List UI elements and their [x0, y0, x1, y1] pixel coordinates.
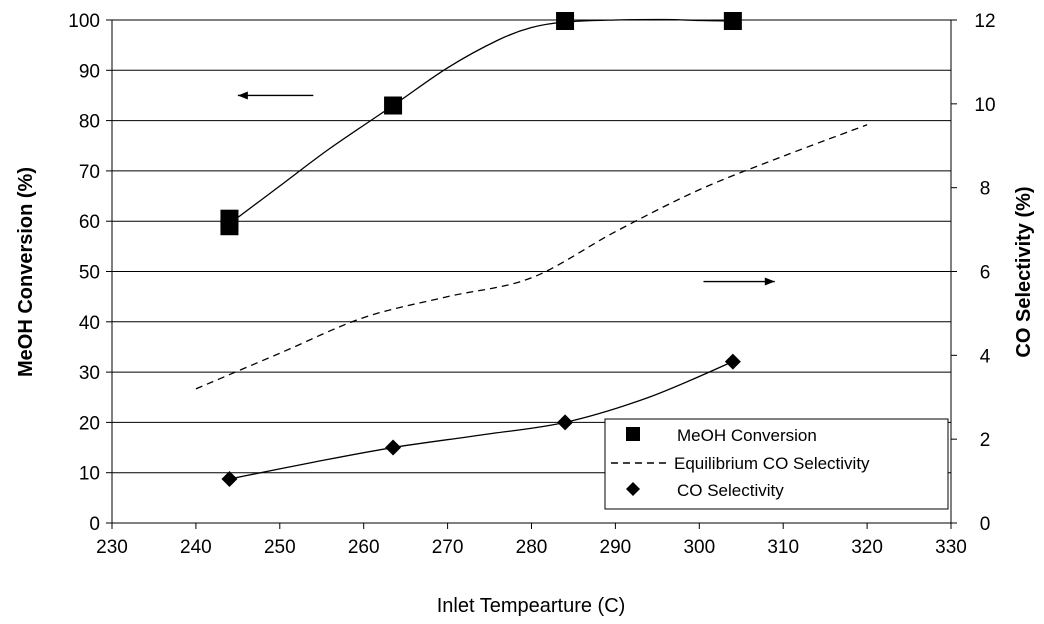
- y-left-tick-label-20: 20: [79, 413, 100, 434]
- y-right-tick-label-8: 8: [980, 179, 991, 200]
- y-right-tick-label-2: 2: [980, 430, 991, 451]
- x-tick-label-230: 230: [96, 537, 128, 558]
- x-tick-label-240: 240: [180, 537, 212, 558]
- x-axis-title: Inlet Tempearture (C): [437, 595, 626, 617]
- axes-layer: [106, 19, 957, 529]
- y-axis-right-title: CO Selectivity (%): [1013, 186, 1035, 357]
- series-line-co-selectivity: [229, 361, 734, 480]
- x-tick-label-260: 260: [348, 537, 380, 558]
- legend-box: [604, 418, 949, 510]
- y-right-tick-label-6: 6: [980, 263, 991, 284]
- point-co-selectivity-0: [221, 470, 238, 487]
- y-right-tick-label-4: 4: [980, 346, 991, 367]
- series-line-equilibrium-co-selectivity: [195, 124, 868, 390]
- point-co-selectivity-2: [557, 414, 574, 431]
- right-arrow-head: [764, 277, 775, 286]
- y-left-tick-label-0: 0: [89, 514, 100, 535]
- labels-layer: 0 10 20 30 40 50 60 70 80 90 100 0 2 4 6 8 10 12 230 240 250…: [68, 11, 995, 558]
- legend-label-meoh-conversion: MeOH Conversion: [677, 426, 817, 445]
- legend: MeOH Conversion Equilibrium CO Selectivi…: [604, 418, 949, 510]
- x-tick-label-270: 270: [432, 537, 464, 558]
- x-tick-label-290: 290: [600, 537, 632, 558]
- x-tick-label-280: 280: [516, 537, 548, 558]
- x-tick-label-330: 330: [935, 537, 967, 558]
- point-meoh-conversion-1: [220, 209, 239, 228]
- grid-layer: [112, 19, 951, 524]
- x-tick-label-250: 250: [264, 537, 296, 558]
- point-meoh-conversion-4: [723, 12, 742, 31]
- y-left-tick-label-50: 50: [79, 263, 100, 284]
- y-axis-left-title: MeOH Conversion (%): [15, 167, 37, 377]
- y-left-tick-label-100: 100: [68, 11, 100, 32]
- y-left-tick-label-90: 90: [79, 61, 100, 82]
- point-co-selectivity-3: [724, 353, 741, 370]
- y-left-tick-label-70: 70: [79, 162, 100, 183]
- point-co-selectivity-1: [385, 439, 402, 456]
- x-tick-label-310: 310: [767, 537, 799, 558]
- x-tick-label-300: 300: [683, 537, 715, 558]
- point-meoh-conversion-3: [556, 12, 575, 31]
- y-right-tick-label-12: 12: [974, 11, 995, 32]
- legend-label-co-selectivity: CO Selectivity: [677, 481, 784, 500]
- annotation-layer: [237, 91, 775, 286]
- series-layer: [195, 12, 868, 487]
- y-left-tick-label-80: 80: [79, 112, 100, 133]
- legend-marker-meoh-conversion: [626, 427, 640, 441]
- y-left-tick-label-60: 60: [79, 212, 100, 233]
- point-meoh-conversion-2: [384, 96, 403, 115]
- series-line-meoh-conversion: [229, 18, 733, 225]
- left-arrow-head: [237, 91, 248, 100]
- x-tick-label-320: 320: [851, 537, 883, 558]
- y-right-tick-label-10: 10: [974, 95, 995, 116]
- y-right-tick-label-0: 0: [980, 514, 991, 535]
- legend-marker-co-selectivity: [626, 482, 640, 496]
- y-left-tick-label-40: 40: [79, 313, 100, 334]
- y-left-tick-label-10: 10: [79, 464, 100, 485]
- legend-label-equilibrium: Equilibrium CO Selectivity: [674, 454, 870, 473]
- y-left-tick-label-30: 30: [79, 363, 100, 384]
